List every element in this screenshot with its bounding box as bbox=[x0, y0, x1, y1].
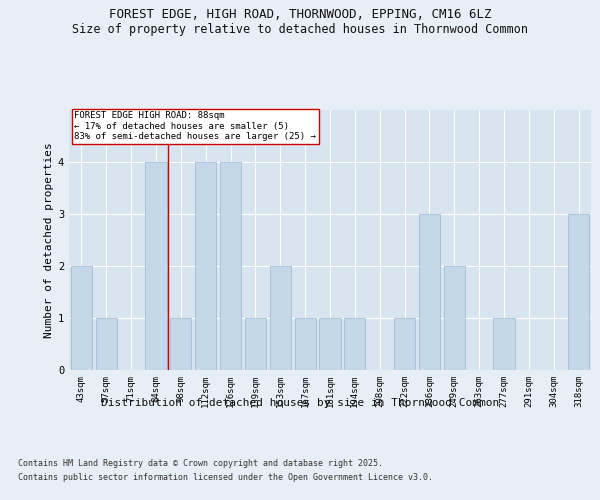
Bar bbox=[96, 318, 117, 370]
Text: Contains public sector information licensed under the Open Government Licence v3: Contains public sector information licen… bbox=[18, 474, 433, 482]
Text: Distribution of detached houses by size in Thornwood Common: Distribution of detached houses by size … bbox=[101, 398, 499, 407]
Text: Size of property relative to detached houses in Thornwood Common: Size of property relative to detached ho… bbox=[72, 22, 528, 36]
Bar bbox=[444, 266, 465, 370]
Bar bbox=[270, 266, 291, 370]
Bar bbox=[319, 318, 341, 370]
Bar bbox=[568, 214, 589, 370]
Bar bbox=[394, 318, 415, 370]
Bar bbox=[71, 266, 92, 370]
Bar bbox=[170, 318, 191, 370]
Bar bbox=[245, 318, 266, 370]
Bar bbox=[220, 162, 241, 370]
Text: Contains HM Land Registry data © Crown copyright and database right 2025.: Contains HM Land Registry data © Crown c… bbox=[18, 458, 383, 468]
Text: FOREST EDGE HIGH ROAD: 88sqm
← 17% of detached houses are smaller (5)
83% of sem: FOREST EDGE HIGH ROAD: 88sqm ← 17% of de… bbox=[74, 112, 316, 141]
Bar bbox=[344, 318, 365, 370]
Bar bbox=[493, 318, 515, 370]
Bar bbox=[295, 318, 316, 370]
Bar bbox=[419, 214, 440, 370]
Text: FOREST EDGE, HIGH ROAD, THORNWOOD, EPPING, CM16 6LZ: FOREST EDGE, HIGH ROAD, THORNWOOD, EPPIN… bbox=[109, 8, 491, 20]
Y-axis label: Number of detached properties: Number of detached properties bbox=[44, 142, 54, 338]
Bar bbox=[195, 162, 216, 370]
Bar bbox=[145, 162, 167, 370]
